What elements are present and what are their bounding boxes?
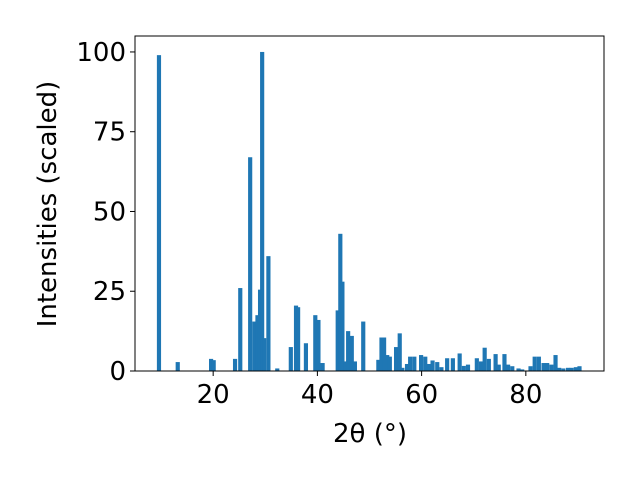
bar [569,367,574,371]
bar [545,363,550,371]
x-tick-label: 80 [509,380,542,410]
bar [450,358,455,371]
bar-series [156,51,582,371]
bar [211,360,216,371]
bar [288,347,293,371]
bar [400,367,405,371]
bar [352,361,357,371]
bar [262,338,267,371]
bar [376,359,381,371]
bar [496,364,501,371]
bar [248,157,253,371]
bar [536,356,541,371]
bar [340,281,345,371]
bar [439,367,444,371]
bar [387,356,392,371]
plot-frame [134,35,605,372]
bar [445,358,450,371]
y-tick-label: 100 [76,38,126,68]
bar [423,356,428,371]
bar [408,356,413,371]
bar [510,366,515,371]
bar [553,355,558,371]
bar [335,310,340,371]
bar [260,51,265,371]
bar [393,347,399,371]
bar [549,364,554,371]
bar [502,354,507,371]
bar [457,353,462,371]
bar [419,355,424,371]
bar [175,362,180,371]
bar [516,368,521,371]
bar [478,361,484,371]
bar [435,362,440,371]
y-tick-label: 0 [109,357,126,387]
bar [209,358,214,371]
y-tick-label: 25 [93,277,126,307]
bar [412,356,417,371]
bar [382,337,387,371]
bar [343,361,348,371]
y-tick-label: 50 [93,197,126,227]
bar [316,319,321,371]
y-tick-label: 75 [93,118,126,148]
bar [232,358,238,371]
bar [520,369,525,371]
bar [156,55,162,371]
bar [577,366,582,371]
bar [320,363,325,371]
bar [493,354,498,371]
bar [465,364,471,371]
bar [361,321,366,371]
x-tick-label: 40 [301,380,334,410]
y-axis-label: Intensities (scaled) [33,81,63,328]
x-tick-label: 60 [405,380,438,410]
bar [266,256,271,371]
bar [238,288,243,371]
y-axis: 0 25 50 75 100 [76,38,135,387]
bar [528,366,533,371]
bar [486,358,491,371]
bar [532,356,537,371]
bar [385,355,390,371]
bar [474,358,479,371]
x-axis: 20 40 60 80 [197,371,542,410]
bar [404,363,410,371]
bar [257,289,263,371]
bar [252,321,257,371]
bar [461,365,466,371]
bar [313,315,318,371]
bar [338,233,343,371]
x-tick-label: 20 [197,380,230,410]
bar [379,337,384,371]
bar [557,367,562,371]
bar [275,368,280,371]
bar [561,368,566,371]
bar [506,364,511,371]
bar [296,307,301,371]
bar [565,367,571,371]
bar [397,333,402,371]
bar [255,315,260,371]
x-axis-label: 2θ (°) [333,419,407,449]
bar [430,360,435,371]
bar [426,363,431,371]
bar [346,331,351,371]
bar [541,363,546,371]
bar [482,347,487,371]
bar [349,335,354,371]
bar [303,343,309,371]
bar [573,367,578,371]
